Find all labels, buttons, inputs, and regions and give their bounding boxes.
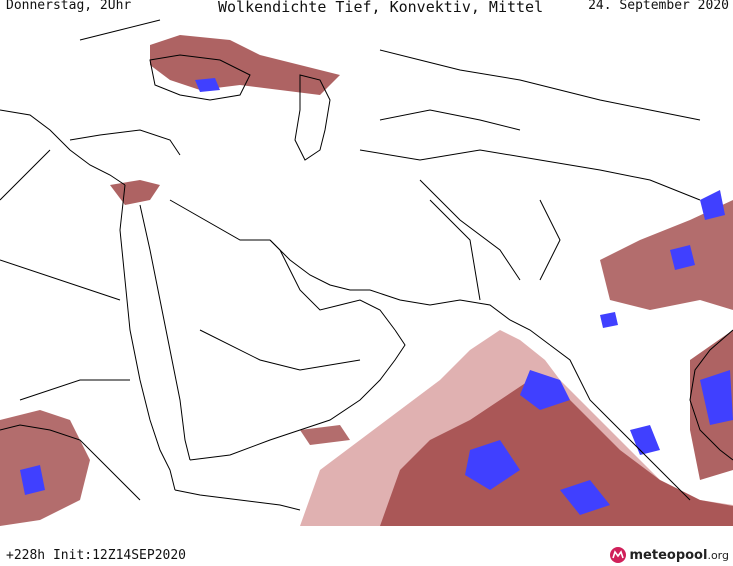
- brand-logo[interactable]: meteopool.org: [609, 546, 730, 564]
- map-title: Wolkendichte Tief, Konvektiv, Mittel: [218, 0, 544, 16]
- coast-arabia-south: [189, 329, 406, 461]
- convective-cell: [20, 465, 45, 495]
- meteopool-logo-icon: [609, 547, 626, 563]
- brand-text: meteopool.org: [629, 547, 730, 563]
- cloud-somalia: [300, 425, 350, 445]
- cloud-bay-region: [600, 200, 733, 310]
- coast-east-africa: [0, 424, 141, 501]
- coast-black-sea: [149, 54, 251, 101]
- convective-cell: [600, 312, 618, 328]
- coast-india-west: [549, 344, 691, 501]
- convective-cell: [195, 78, 220, 92]
- border-country: [0, 149, 701, 401]
- coast-gulf-north: [269, 239, 370, 291]
- convective-cell: [520, 370, 570, 410]
- convective-cell: [700, 370, 733, 425]
- coast-east-med: [69, 129, 181, 156]
- coastlines-borders: [0, 19, 733, 511]
- coast-horn-africa: [174, 489, 301, 511]
- footer-bar: +228h Init:12Z14SEP2020 meteopool.org: [0, 536, 733, 566]
- date-label: 24. September 2020: [588, 0, 729, 13]
- cloud-density-layer: [0, 35, 733, 526]
- cloud-east-med: [110, 180, 160, 205]
- weather-map: [0, 19, 733, 526]
- border-country: [79, 19, 701, 131]
- forecast-run-label: +228h Init:12Z14SEP2020: [6, 548, 187, 563]
- cloud-arabian-sea-mid: [380, 380, 733, 526]
- convective-cell: [465, 440, 520, 490]
- coast-red-sea-east: [139, 204, 191, 461]
- convective-cell: [700, 190, 725, 220]
- convective-cell: [670, 245, 695, 270]
- convective-cell: [560, 480, 610, 515]
- coast-mediterranean-south: [0, 109, 126, 186]
- coast-caspian: [294, 74, 331, 161]
- convective-cell: [630, 425, 660, 455]
- header-bar: Donnerstag, 2Uhr Wolkendichte Tief, Konv…: [0, 0, 733, 20]
- coast-india-east: [689, 329, 733, 461]
- coast-red-sea-west: [119, 184, 176, 491]
- coast-gulf: [269, 239, 396, 331]
- weekday-time-label: Donnerstag, 2Uhr: [6, 0, 132, 13]
- coast-iran-pakistan: [369, 289, 551, 346]
- cloud-east-africa: [0, 410, 90, 526]
